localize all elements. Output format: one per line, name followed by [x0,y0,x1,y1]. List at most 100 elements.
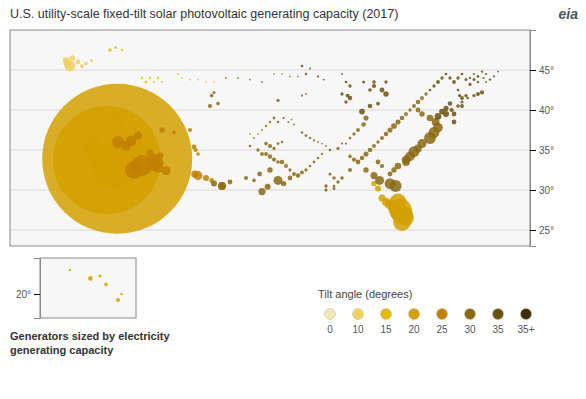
annotation: generating capacity [10,344,114,356]
bubble [427,115,434,122]
bubble [321,153,323,155]
bubble [388,172,393,177]
bubble [272,158,276,162]
bubble [317,75,319,77]
tick-label: 45° [539,65,554,76]
bubble [336,147,339,150]
bubble [473,78,476,81]
bubble [115,115,120,120]
bubble [380,136,384,140]
legend-swatch [493,309,504,320]
bubble [448,101,453,106]
bubble [391,167,396,172]
bubble [63,57,70,64]
bubble [161,81,163,83]
bubble [323,79,325,81]
legend-swatch [465,309,476,320]
bubble [356,128,360,132]
bubble [208,104,212,108]
bubble [301,94,303,96]
legend-swatch [409,309,420,320]
bubble [309,165,312,168]
plot-frame [10,30,530,246]
bubble [194,148,198,152]
bubble [466,97,469,100]
bubble [309,137,312,140]
bubble [268,154,273,159]
bubble [329,173,332,176]
bubble [333,185,336,188]
bubble [329,149,332,152]
bubble [324,188,327,191]
annotation: Tilt angle (degrees) [318,288,412,300]
bubble [119,120,125,126]
tick: 30° [530,185,554,196]
bubble [325,145,327,147]
bubble [159,127,164,132]
bubble [497,71,499,73]
bubble [346,94,350,98]
bubble [424,92,427,95]
bubble [481,70,483,72]
bubble [384,80,387,83]
bubble [468,83,471,86]
bubble [416,100,421,105]
chart-canvas: 25°30°35°40°45°U.S. utility-scale fixed-… [0,0,586,399]
bubble [436,80,440,84]
bubble [288,176,293,181]
bubble [197,79,199,81]
bubble [477,81,480,84]
bubble [288,168,291,171]
bubble [196,152,200,156]
bubble [348,168,352,172]
bubble [456,104,460,108]
bubble [92,139,97,144]
bubble [363,115,368,120]
bubble [211,181,217,187]
bubble [452,112,457,117]
bubble [121,141,131,151]
bubble [99,275,102,278]
bubble [93,154,104,165]
bubble [452,80,456,84]
bubble [296,173,301,178]
bubble [324,184,328,188]
tick: 45° [530,65,554,76]
legend-swatch [353,309,364,320]
tick-label: 20° [16,289,31,300]
bubble [429,89,432,92]
bubble [300,170,304,174]
bubble [368,148,373,153]
bubble [218,182,226,190]
legend-swatch [325,309,336,320]
bubble [276,99,279,102]
bubble [172,131,176,135]
legend-label: 35+ [518,324,535,335]
bubble [249,145,252,148]
bubble [181,77,183,79]
bubble [309,67,311,69]
bubble [419,111,424,116]
bubble [261,81,263,83]
bubble [332,176,335,179]
bubble [261,129,263,131]
bubble [383,91,388,96]
bubble [244,176,248,180]
annotation: Generators sized by electricity [10,330,170,342]
tick-label: 40° [539,105,554,116]
bubble [469,77,471,79]
bubble [104,283,108,287]
bubble [188,128,192,132]
bubble [146,150,153,157]
plot-1 [40,258,136,318]
bubble [301,131,304,134]
bubble [267,167,272,172]
bubble [345,81,348,84]
bubble [477,75,480,78]
bubbles [69,269,123,302]
bubble [361,122,366,127]
bubble [473,73,475,75]
bubble [153,81,155,83]
bubble [363,167,368,172]
bubble [42,84,192,234]
